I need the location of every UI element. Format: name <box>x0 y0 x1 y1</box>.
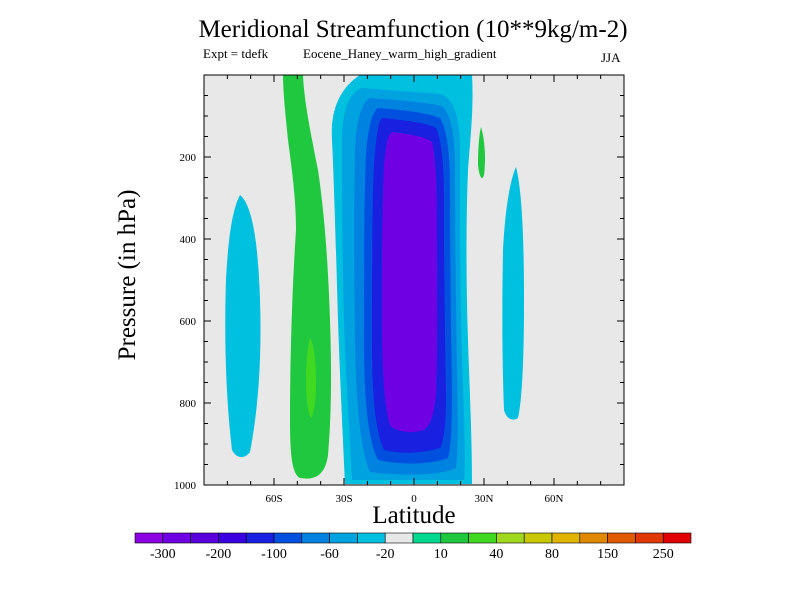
colorbar-swatch <box>273 532 303 544</box>
colorbar: -300 -200 -100 -60 -20 10 40 80 150 250 <box>134 532 692 562</box>
colorbar-swatch <box>245 532 275 544</box>
colorbar-swatch <box>301 532 330 544</box>
colorbar-label: -200 <box>206 547 232 562</box>
colorbar-label: -60 <box>320 547 339 562</box>
colorbar-swatch <box>523 532 553 544</box>
season-label: JJA <box>601 50 621 65</box>
colorbar-label: -20 <box>376 547 395 562</box>
contour-south-positive-core <box>306 338 316 418</box>
colorbar-swatch <box>496 532 525 544</box>
contour-north-side-negative <box>502 167 524 420</box>
colorbar-label: 40 <box>489 547 503 562</box>
colorbar-swatch <box>357 532 386 544</box>
contour-south-positive <box>283 75 332 479</box>
colorbar-label: 150 <box>597 547 618 562</box>
colorbar-label: -100 <box>261 547 287 562</box>
colorbar-swatch <box>579 532 608 544</box>
colorbar-swatch <box>468 532 497 544</box>
run-name-label: Eocene_Haney_warm_high_gradient <box>303 46 497 61</box>
x-tick-label: 0 <box>411 493 417 505</box>
colorbar-swatch <box>551 532 581 544</box>
x-tick-label: 30N <box>475 493 494 505</box>
y-tick-label: 200 <box>180 152 197 164</box>
colorbar-swatch <box>190 532 219 544</box>
x-tick-label: 60N <box>545 493 564 505</box>
colorbar-label: 250 <box>653 547 674 562</box>
contour-main-cell-core <box>382 132 438 433</box>
x-tick-label: 60S <box>265 493 282 505</box>
colorbar-swatch <box>162 532 191 544</box>
y-tick-label: 800 <box>180 398 197 410</box>
colorbar-swatch <box>635 532 664 544</box>
colorbar-swatch <box>134 532 164 544</box>
colorbar-swatch <box>218 532 247 544</box>
colorbar-swatch <box>607 532 636 544</box>
chart-title: Meridional Streamfunction (10**9kg/m-2) <box>198 16 628 43</box>
contour-north-positive-streak <box>478 127 485 179</box>
contour-fills <box>225 75 524 484</box>
colorbar-label: -300 <box>150 547 176 562</box>
x-axis-ticks: 60S 30S 0 30N 60N <box>265 75 564 505</box>
colorbar-label: 80 <box>545 547 559 562</box>
minor-ticks <box>204 75 624 485</box>
x-axis-label: Latitude <box>372 502 456 529</box>
colorbar-swatch <box>384 532 414 544</box>
colorbar-swatch <box>329 532 358 544</box>
y-axis-ticks: 200 400 600 800 1000 <box>174 152 624 492</box>
colorbar-swatch <box>662 532 692 544</box>
colorbar-swatch <box>440 532 469 544</box>
colorbar-label: 10 <box>434 547 448 562</box>
experiment-label: Expt = tdefk <box>203 46 269 61</box>
y-tick-label: 400 <box>180 234 197 246</box>
plot-area: 200 400 600 800 1000 60S 30S 0 30N 60N <box>174 74 625 505</box>
y-tick-label: 600 <box>180 316 197 328</box>
y-tick-label: 1000 <box>174 480 197 492</box>
colorbar-swatch <box>412 532 442 544</box>
x-tick-label: 30S <box>335 493 352 505</box>
contour-south-side-negative <box>225 195 261 458</box>
